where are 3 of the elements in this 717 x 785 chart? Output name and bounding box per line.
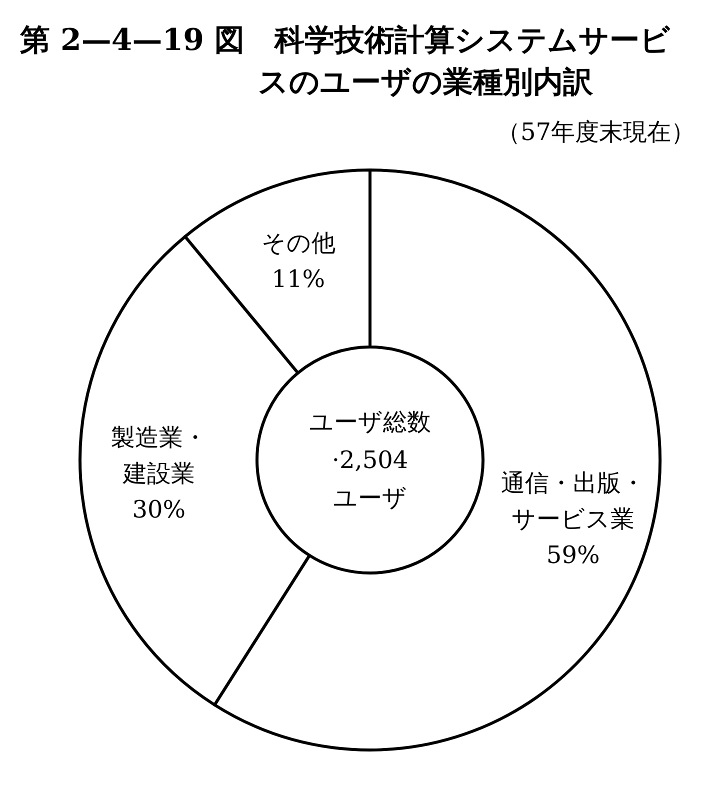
annotation: ユーザ総数 ·2,504 ユーザ: [309, 408, 431, 512]
title: 第 2—4—19 図 科学技術計算システムサービスのユーザの業種別内訳: [20, 23, 670, 100]
subtitle: （57年度末現在）: [496, 118, 695, 146]
